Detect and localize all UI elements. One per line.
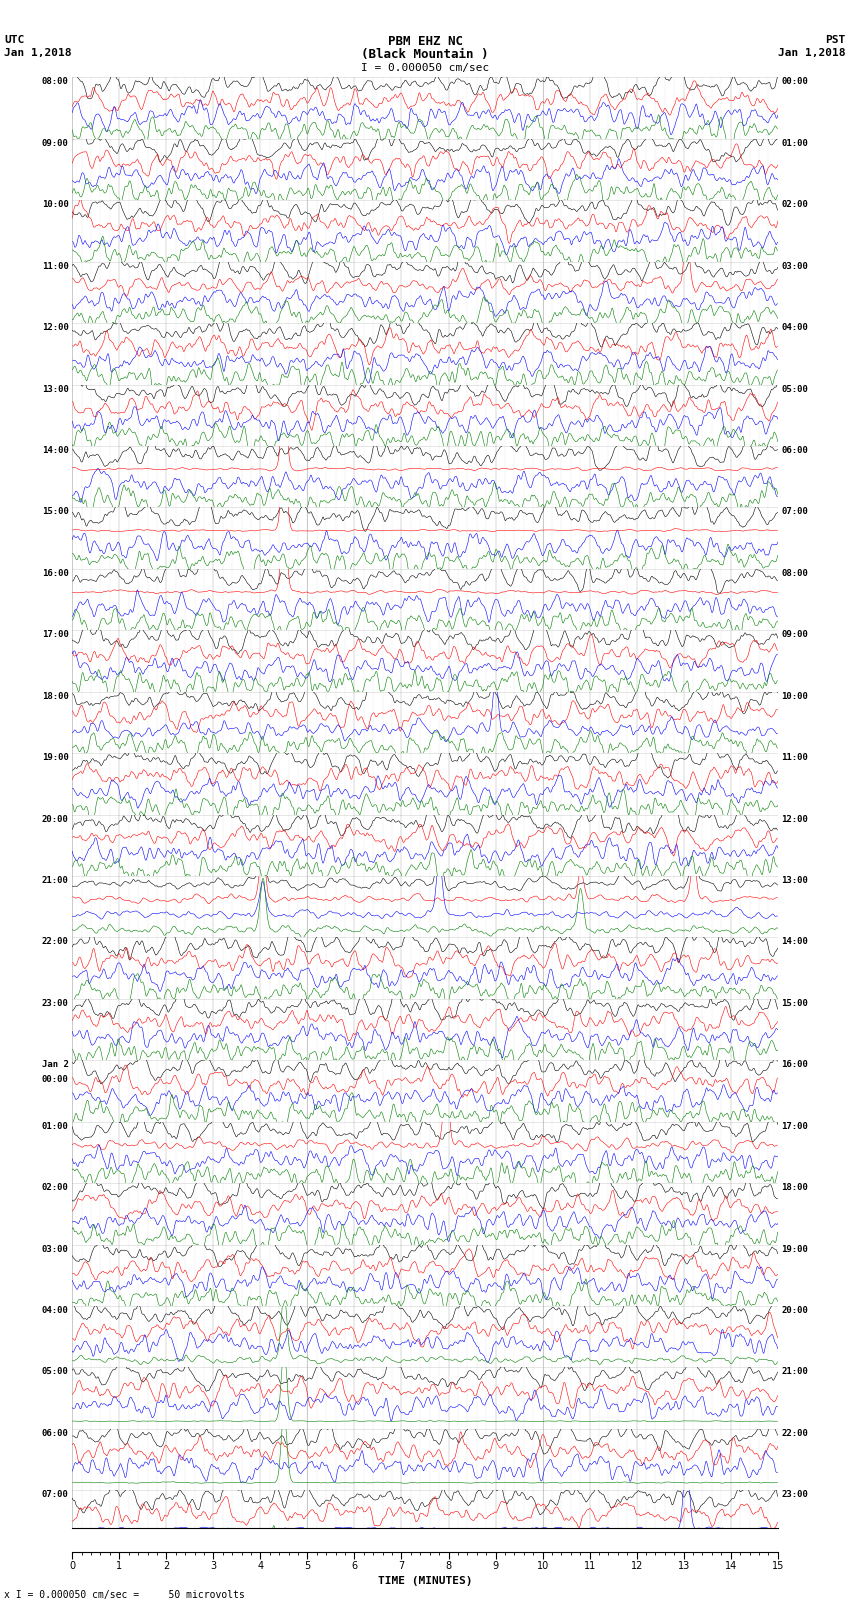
Text: 00:00: 00:00 <box>781 77 808 87</box>
Text: 09:00: 09:00 <box>42 139 69 148</box>
Text: 19:00: 19:00 <box>42 753 69 761</box>
Text: 08:00: 08:00 <box>781 569 808 577</box>
Text: 03:00: 03:00 <box>42 1245 69 1253</box>
Text: PST: PST <box>825 35 846 45</box>
X-axis label: TIME (MINUTES): TIME (MINUTES) <box>377 1576 473 1586</box>
Text: 07:00: 07:00 <box>781 508 808 516</box>
Text: 04:00: 04:00 <box>781 323 808 332</box>
Text: 14:00: 14:00 <box>42 447 69 455</box>
Text: 16:00: 16:00 <box>781 1060 808 1069</box>
Text: 06:00: 06:00 <box>42 1429 69 1437</box>
Text: 23:00: 23:00 <box>781 1490 808 1498</box>
Text: 03:00: 03:00 <box>781 261 808 271</box>
Text: x I = 0.000050 cm/sec =     50 microvolts: x I = 0.000050 cm/sec = 50 microvolts <box>4 1590 245 1600</box>
Text: 09:00: 09:00 <box>781 631 808 639</box>
Text: 19:00: 19:00 <box>781 1245 808 1253</box>
Text: 02:00: 02:00 <box>781 200 808 210</box>
Text: 10:00: 10:00 <box>42 200 69 210</box>
Text: 20:00: 20:00 <box>42 815 69 824</box>
Text: 01:00: 01:00 <box>42 1121 69 1131</box>
Text: 05:00: 05:00 <box>781 384 808 394</box>
Text: I = 0.000050 cm/sec: I = 0.000050 cm/sec <box>361 63 489 73</box>
Text: 18:00: 18:00 <box>42 692 69 700</box>
Text: 23:00: 23:00 <box>42 998 69 1008</box>
Text: 14:00: 14:00 <box>781 937 808 947</box>
Text: 02:00: 02:00 <box>42 1184 69 1192</box>
Text: 10:00: 10:00 <box>781 692 808 700</box>
Text: Jan 1,2018: Jan 1,2018 <box>779 48 846 58</box>
Text: 17:00: 17:00 <box>781 1121 808 1131</box>
Text: Jan 2: Jan 2 <box>42 1060 69 1069</box>
Text: 17:00: 17:00 <box>42 631 69 639</box>
Text: 15:00: 15:00 <box>781 998 808 1008</box>
Text: 08:00: 08:00 <box>42 77 69 87</box>
Text: 22:00: 22:00 <box>781 1429 808 1437</box>
Text: 12:00: 12:00 <box>781 815 808 824</box>
Text: 13:00: 13:00 <box>781 876 808 886</box>
Text: 21:00: 21:00 <box>42 876 69 886</box>
Text: 18:00: 18:00 <box>781 1184 808 1192</box>
Text: UTC: UTC <box>4 35 25 45</box>
Text: PBM EHZ NC: PBM EHZ NC <box>388 35 462 48</box>
Text: 00:00: 00:00 <box>42 1074 69 1084</box>
Text: 06:00: 06:00 <box>781 447 808 455</box>
Text: 16:00: 16:00 <box>42 569 69 577</box>
Text: Jan 1,2018: Jan 1,2018 <box>4 48 71 58</box>
Text: 11:00: 11:00 <box>781 753 808 761</box>
Text: 01:00: 01:00 <box>781 139 808 148</box>
Text: (Black Mountain ): (Black Mountain ) <box>361 48 489 61</box>
Text: 15:00: 15:00 <box>42 508 69 516</box>
Text: 11:00: 11:00 <box>42 261 69 271</box>
Text: 07:00: 07:00 <box>42 1490 69 1498</box>
Text: 05:00: 05:00 <box>42 1368 69 1376</box>
Text: 13:00: 13:00 <box>42 384 69 394</box>
Text: 20:00: 20:00 <box>781 1307 808 1315</box>
Text: 22:00: 22:00 <box>42 937 69 947</box>
Text: 12:00: 12:00 <box>42 323 69 332</box>
Text: 04:00: 04:00 <box>42 1307 69 1315</box>
Text: 21:00: 21:00 <box>781 1368 808 1376</box>
